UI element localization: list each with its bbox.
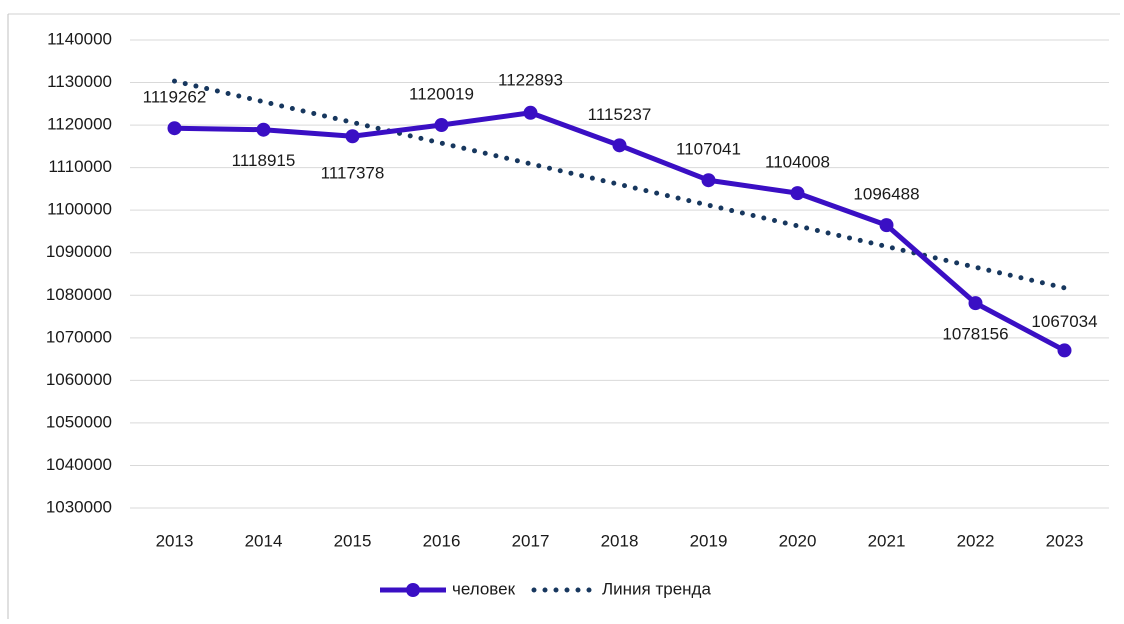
point — [523, 105, 538, 120]
x-tick-label: 2014 — [245, 531, 283, 550]
y-tick-label: 1080000 — [46, 285, 112, 304]
y-tick-label: 1140000 — [47, 29, 112, 48]
y-tick-label: 1060000 — [46, 370, 112, 389]
x-tick-label: 2017 — [512, 531, 550, 550]
x-tick-label: 2022 — [957, 531, 995, 550]
x-tick-label: 2015 — [334, 531, 372, 550]
data-label: 1117378 — [321, 164, 385, 183]
data-label: 1096488 — [853, 185, 919, 204]
y-tick-label: 1070000 — [46, 327, 112, 346]
point — [434, 118, 449, 133]
point — [256, 122, 271, 137]
data-label: 1104008 — [765, 153, 830, 172]
legend-label: человек — [452, 579, 516, 598]
point — [1057, 343, 1072, 358]
point — [879, 218, 894, 233]
y-tick-label: 1130000 — [47, 72, 112, 91]
x-tick-label: 2020 — [779, 531, 817, 550]
point — [701, 173, 716, 188]
data-label: 1067034 — [1031, 312, 1097, 331]
y-tick-label: 1110000 — [48, 157, 112, 176]
point — [790, 186, 805, 201]
point — [612, 138, 627, 153]
x-tick-label: 2023 — [1046, 531, 1084, 550]
data-label: 1078156 — [942, 325, 1008, 344]
point — [345, 129, 360, 144]
x-tick-label: 2018 — [601, 531, 639, 550]
point — [167, 121, 182, 136]
data-label: 1119262 — [143, 88, 207, 107]
x-tick-label: 2021 — [868, 531, 906, 550]
x-tick-label: 2019 — [690, 531, 728, 550]
y-tick-label: 1120000 — [47, 115, 112, 134]
y-tick-label: 1050000 — [46, 412, 112, 431]
x-tick-label: 2016 — [423, 531, 461, 550]
y-tick-label: 1030000 — [46, 497, 112, 516]
point — [968, 296, 983, 311]
data-label: 1107041 — [676, 140, 741, 159]
legend-label: Линия тренда — [602, 579, 711, 598]
y-tick-label: 1090000 — [46, 242, 112, 261]
data-label: 1118915 — [232, 151, 296, 170]
y-tick-label: 1040000 — [46, 455, 112, 474]
legend-marker — [406, 583, 420, 597]
data-label: 1122893 — [498, 70, 563, 89]
x-tick-label: 2013 — [156, 531, 194, 550]
data-label: 1115237 — [588, 105, 652, 124]
data-label: 1120019 — [409, 84, 474, 103]
y-tick-label: 1100000 — [47, 200, 112, 219]
